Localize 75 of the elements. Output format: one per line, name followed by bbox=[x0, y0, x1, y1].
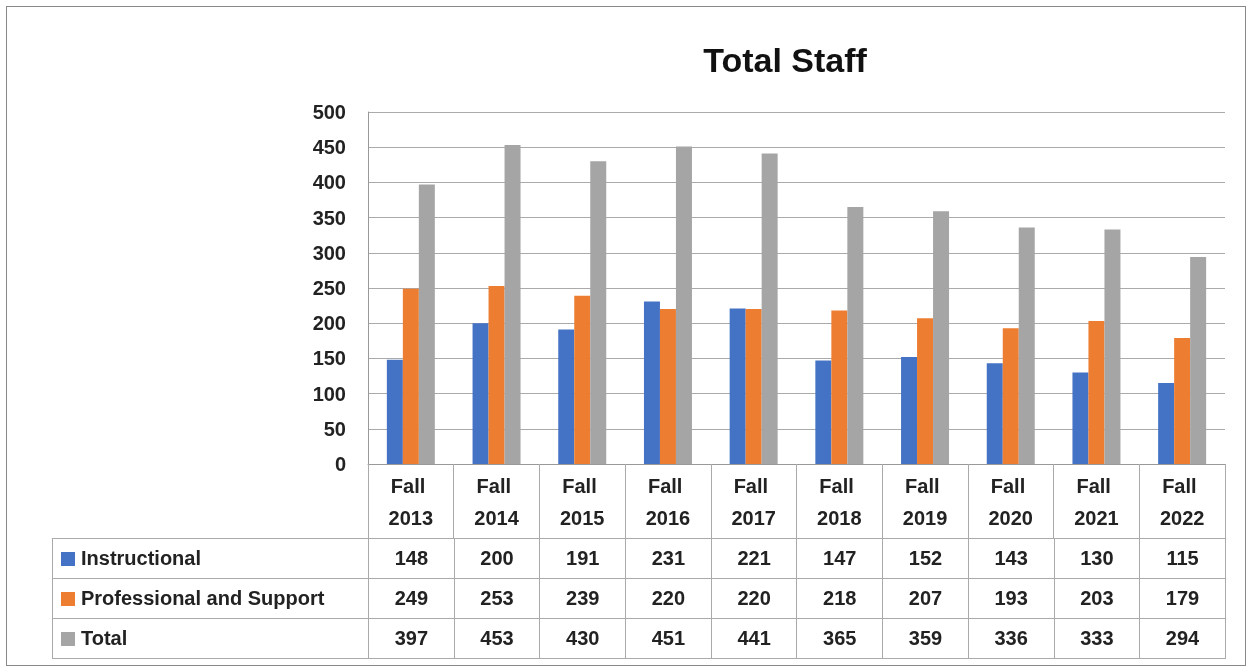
chart-title: Total Staff bbox=[703, 41, 868, 79]
x-tick-label: Fall 2021 bbox=[1074, 475, 1119, 529]
x-tick-label: Fall 2013 bbox=[388, 475, 434, 529]
data-label: 203 bbox=[1054, 578, 1140, 619]
data-label: 231 bbox=[625, 538, 712, 579]
y-tick-label: 500 bbox=[312, 101, 346, 123]
data-label: 453 bbox=[454, 618, 540, 659]
data-label: 220 bbox=[711, 578, 797, 619]
data-label: 294 bbox=[1139, 618, 1226, 659]
data-label: 152 bbox=[882, 538, 969, 579]
y-tick-label: 400 bbox=[312, 171, 346, 194]
data-label: 441 bbox=[711, 618, 797, 659]
data-label: 253 bbox=[454, 578, 540, 619]
data-label: 365 bbox=[796, 618, 883, 659]
data-label: 179 bbox=[1139, 578, 1226, 619]
data-label: 249 bbox=[368, 578, 455, 619]
data-label: 336 bbox=[968, 618, 1054, 659]
x-tick-label: Fall 2022 bbox=[1159, 475, 1205, 529]
y-tick-label: 50 bbox=[323, 417, 346, 440]
data-label: 220 bbox=[625, 578, 712, 619]
bar bbox=[917, 318, 934, 464]
data-label: 430 bbox=[539, 618, 626, 659]
data-label: 191 bbox=[539, 538, 626, 579]
data-label: 221 bbox=[711, 538, 797, 579]
data-label: 143 bbox=[968, 538, 1054, 579]
data-label: 130 bbox=[1054, 538, 1140, 579]
data-label: 200 bbox=[454, 538, 540, 579]
bar bbox=[402, 288, 419, 464]
bar bbox=[574, 295, 591, 464]
bar bbox=[386, 359, 403, 464]
y-tick-label: 200 bbox=[312, 312, 346, 335]
x-tick-label: Fall 2019 bbox=[902, 475, 948, 529]
data-label: 218 bbox=[796, 578, 883, 619]
data-label: 193 bbox=[968, 578, 1054, 619]
data-label: 397 bbox=[368, 618, 455, 659]
bar bbox=[901, 356, 918, 464]
x-tick-label: Fall 2020 bbox=[988, 475, 1033, 529]
data-label: 115 bbox=[1139, 538, 1226, 579]
legend-label: Instructional bbox=[52, 538, 369, 579]
y-tick-label: 0 bbox=[334, 453, 346, 475]
bar bbox=[1002, 328, 1019, 464]
bar bbox=[729, 308, 746, 464]
bar bbox=[986, 363, 1003, 464]
x-tick-label: Fall 2015 bbox=[560, 475, 605, 529]
data-label: 451 bbox=[625, 618, 712, 659]
x-tick-label: Fall 2018 bbox=[817, 475, 862, 529]
data-label: 359 bbox=[882, 618, 969, 659]
data-label: 148 bbox=[368, 538, 455, 579]
y-tick-label: 250 bbox=[312, 277, 346, 299]
bar bbox=[472, 323, 489, 464]
bar bbox=[643, 301, 660, 464]
bar bbox=[1088, 321, 1105, 464]
y-tick-label: 350 bbox=[312, 206, 346, 229]
y-tick-label: 100 bbox=[312, 382, 346, 405]
x-tick-label: Fall 2017 bbox=[731, 475, 776, 529]
bar bbox=[1174, 337, 1191, 464]
bar bbox=[815, 360, 832, 464]
y-tick-label: 150 bbox=[312, 347, 346, 370]
data-label: 207 bbox=[882, 578, 969, 619]
x-tick-label: Fall 2014 bbox=[474, 475, 520, 529]
bar bbox=[1158, 383, 1175, 464]
legend-label: Professional and Support bbox=[52, 578, 369, 619]
x-tick-label: Fall 2016 bbox=[645, 475, 691, 529]
bar bbox=[745, 309, 762, 464]
bar bbox=[558, 329, 575, 464]
data-label: 239 bbox=[539, 578, 626, 619]
y-tick-label: 300 bbox=[312, 241, 346, 264]
data-label: 147 bbox=[796, 538, 883, 579]
bar bbox=[1072, 372, 1089, 464]
legend-label: Total bbox=[52, 618, 369, 659]
bar bbox=[488, 285, 505, 464]
bar bbox=[659, 309, 676, 464]
data-label: 333 bbox=[1054, 618, 1140, 659]
bar bbox=[831, 310, 848, 464]
y-tick-label: 450 bbox=[312, 136, 346, 159]
